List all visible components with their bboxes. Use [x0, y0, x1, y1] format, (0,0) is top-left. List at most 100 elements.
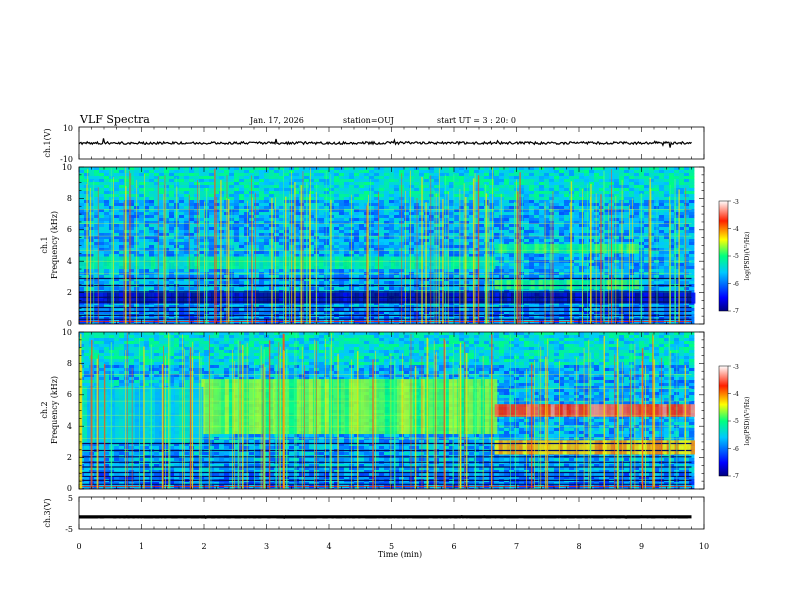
spec1-cell [334, 209, 340, 213]
spec1-cell [449, 278, 455, 282]
spec1-cell [369, 194, 375, 198]
spec1-cell [499, 236, 505, 240]
spec1-cell [414, 191, 420, 195]
spec1-cell [244, 218, 250, 222]
spec1-cell [274, 212, 280, 216]
spec1-cell [199, 215, 205, 219]
spec1-cell [524, 209, 530, 213]
spec1-cell [469, 311, 475, 315]
spec1-cell [279, 203, 285, 207]
spec1-cell [504, 173, 510, 177]
spec1-cell [524, 206, 530, 210]
spec1-cell [454, 254, 460, 258]
spec1-cell [444, 206, 450, 210]
spec1-cell [239, 218, 245, 222]
spec1-cell [404, 278, 410, 282]
spec1-cell [319, 305, 325, 309]
spec1-cell [254, 239, 260, 243]
spec1-cell [359, 245, 365, 249]
spec1-cell [329, 311, 335, 315]
spec1-cell [474, 215, 480, 219]
spec1-cell [309, 305, 315, 309]
spec1-cell [199, 218, 205, 222]
spec1-cell [464, 227, 470, 231]
spec1-cell [139, 281, 145, 285]
spec1-cell [149, 308, 155, 312]
spec1-cell [529, 218, 535, 222]
spec1-cell [104, 194, 110, 198]
spec1-cell [124, 176, 130, 180]
spec1-cell [479, 167, 485, 171]
spec1-cell [129, 287, 135, 291]
spec1-cell [484, 167, 490, 171]
spec1-cell [149, 212, 155, 216]
spec1-cell [264, 215, 270, 219]
spec1-cell [434, 203, 440, 207]
spec1-cell [94, 224, 100, 228]
spec1-cell [79, 287, 85, 291]
spec1-cell [219, 194, 225, 198]
spec1-cell [224, 173, 230, 177]
spec1-cell [374, 209, 380, 213]
spec1-cell [509, 233, 515, 237]
spec1-cell [254, 170, 260, 174]
spec1-cell [189, 245, 195, 249]
spec1-cell [274, 251, 280, 255]
spec1-cell [414, 188, 420, 192]
spec1-cell [499, 302, 505, 306]
spec1-cell [89, 302, 95, 306]
spec1-cell [389, 242, 395, 246]
spec1-cell [319, 281, 325, 285]
spec1-cell [449, 209, 455, 213]
spec1-cell [79, 212, 85, 216]
spec1-cell [184, 275, 190, 279]
spec1-cell [209, 275, 215, 279]
spec1-cell [144, 287, 150, 291]
spec1-cell [129, 215, 135, 219]
spec1-cell [159, 221, 165, 225]
spec1-cell [474, 203, 480, 207]
spec1-cell [159, 323, 165, 324]
spec1-cell [99, 179, 105, 183]
spec1-cell [259, 179, 265, 183]
spec1-cell [379, 230, 385, 234]
spec1-cell [264, 176, 270, 180]
spec1-cell [179, 173, 185, 177]
spec1-cell [404, 197, 410, 201]
spec1-cell [404, 275, 410, 279]
spec1-cell [244, 233, 250, 237]
spec1-cell [379, 170, 385, 174]
spec1-cell [199, 224, 205, 228]
spec1-cell [504, 224, 510, 228]
spec1-cell [444, 221, 450, 225]
spec1-cell [379, 176, 385, 180]
spec1-cell [169, 311, 175, 315]
spec1-cell [429, 230, 435, 234]
spec1-cell [199, 167, 205, 171]
spec1-cell [89, 194, 95, 198]
spec1-cell [134, 167, 140, 171]
spec1-cell [239, 197, 245, 201]
spec1-cell [524, 224, 530, 228]
spec1-cell [494, 278, 500, 282]
spec1-cell [529, 182, 535, 186]
spec1-cell [89, 185, 95, 189]
spec1-cell [274, 269, 280, 273]
spec1-cell [409, 185, 415, 189]
spec1-cell [334, 167, 340, 171]
spec1-cell [439, 182, 445, 186]
spec1-cell [459, 308, 465, 312]
spec1-cell [169, 230, 175, 234]
spec1-cell [509, 221, 515, 225]
spec1-cell [459, 236, 465, 240]
spec1-cell [519, 257, 525, 261]
spec1-cell [504, 197, 510, 201]
spec1-cell [89, 281, 95, 285]
spec1-cell [79, 224, 85, 228]
spec1-cell [324, 287, 330, 291]
spec1-cell [359, 302, 365, 306]
spec1-cell [244, 167, 250, 171]
spec1-cell [184, 200, 190, 204]
spec1-cell [394, 179, 400, 183]
spec1-cell [274, 191, 280, 195]
